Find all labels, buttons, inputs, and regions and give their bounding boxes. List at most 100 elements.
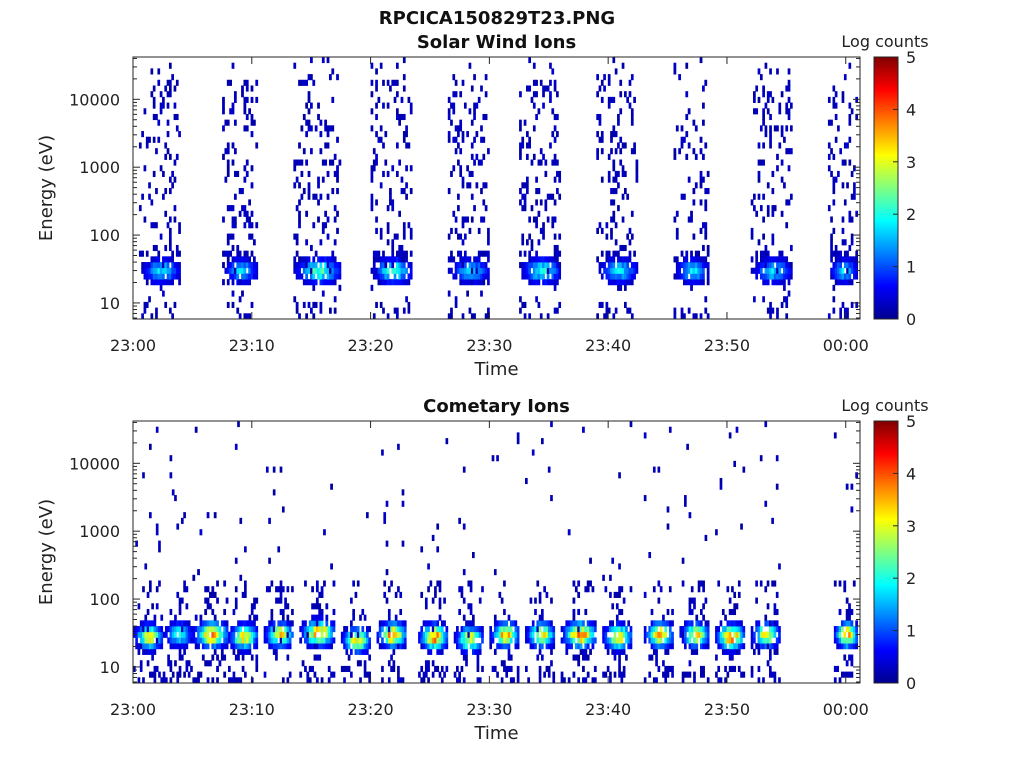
spectrogram-cell <box>407 307 411 314</box>
spectrogram-cell <box>773 205 777 212</box>
spectrogram-cell <box>206 512 210 519</box>
spectrogram-cell <box>250 273 254 280</box>
spectrogram-cell <box>755 262 759 269</box>
colorbar-tick-label: 1 <box>906 622 916 641</box>
spectrogram-cell <box>759 267 763 274</box>
spectrogram-cell <box>382 250 385 257</box>
spectrogram-cell <box>688 620 692 627</box>
spectrogram-cell <box>345 665 349 673</box>
spectrogram-cell <box>305 210 309 217</box>
spectrogram-cell <box>535 267 538 274</box>
spectrogram-cell <box>610 216 613 223</box>
spectrogram-cell <box>628 91 632 98</box>
spectrogram-cell <box>843 74 847 81</box>
spectrogram-cell <box>431 643 435 650</box>
spectrogram-cell <box>301 631 305 638</box>
spectrogram-cell <box>220 643 224 650</box>
spectrogram-cell <box>519 250 522 257</box>
spectrogram-cell <box>302 262 306 269</box>
spectrogram-cell <box>572 580 576 587</box>
spectrogram-cell <box>764 614 768 621</box>
spectrogram-cell <box>768 620 772 627</box>
spectrogram-cell <box>324 279 328 286</box>
spectrogram-cell <box>400 273 404 280</box>
spectrogram-cell <box>773 608 777 616</box>
spectrogram-cell <box>389 279 392 286</box>
spectrogram-cell <box>461 131 465 138</box>
spectrogram-cell <box>532 125 536 132</box>
spectrogram-cell <box>838 643 842 650</box>
spectrogram-cell <box>759 273 763 280</box>
spectrogram-cell <box>144 563 148 570</box>
spectrogram-cell <box>692 148 696 155</box>
spectrogram-cell <box>850 170 854 178</box>
spectrogram-cell <box>855 637 859 644</box>
spectrogram-cell <box>843 262 847 269</box>
spectrogram-cell <box>855 273 859 280</box>
spectrogram-cell <box>558 250 562 257</box>
spectrogram-cell <box>155 222 158 229</box>
spectrogram-cell <box>457 131 460 138</box>
spectrogram-cell <box>350 620 353 627</box>
spectrogram-cell <box>778 102 782 109</box>
spectrogram-cell <box>159 279 163 286</box>
spectrogram-cell <box>250 301 254 309</box>
spectrogram-cell <box>519 307 522 314</box>
spectrogram-cell <box>850 506 854 513</box>
spectrogram-cell <box>275 597 278 604</box>
spectrogram-cell <box>598 119 602 126</box>
spectrogram-cell <box>171 250 174 257</box>
spectrogram-cell <box>407 301 411 309</box>
spectrogram-cell <box>516 671 520 678</box>
spectrogram-cell <box>450 250 453 257</box>
spectrogram-cell <box>630 279 634 286</box>
spectrogram-cell <box>787 273 791 280</box>
spectrogram-cell <box>302 188 306 195</box>
spectrogram-cell <box>386 102 390 109</box>
spectrogram-cell <box>528 256 532 263</box>
spectrogram-cell <box>541 608 544 616</box>
spectrogram-cell <box>150 199 154 206</box>
spectrogram-cell <box>393 279 397 286</box>
spectrogram-cell <box>620 637 624 644</box>
figure-title: RPCICA150829T23.PNG <box>379 8 615 29</box>
spectrogram-cell <box>545 665 549 673</box>
spectrogram-cell <box>704 79 708 86</box>
spectrogram-cell <box>248 216 252 223</box>
spectrogram-cell <box>211 631 215 638</box>
spectrogram-cell <box>155 244 158 252</box>
spectrogram-cell <box>372 267 376 274</box>
spectrogram-cell <box>719 631 723 638</box>
spectrogram-cell <box>759 250 763 257</box>
spectrogram-cell <box>244 637 247 644</box>
spectrogram-cell <box>468 256 472 263</box>
spectrogram-cell <box>695 637 699 644</box>
spectrogram-cell <box>145 301 149 309</box>
spectrogram-cell <box>850 301 854 309</box>
spectrogram-cell <box>381 626 384 633</box>
spectrogram-cell <box>206 660 210 667</box>
spectrogram-cell <box>762 233 765 240</box>
spectrogram-cell <box>848 216 852 223</box>
spectrogram-cell <box>830 233 833 240</box>
panel-title: Solar Wind Ions <box>417 32 576 53</box>
colorbar-tick-label: 5 <box>906 48 916 67</box>
spectrogram-cell <box>750 233 754 240</box>
spectrogram-cell <box>769 68 772 75</box>
spectrogram-cell <box>171 74 174 81</box>
spectrogram-cell <box>512 631 515 638</box>
spectrogram-cell <box>319 267 323 274</box>
spectrogram-cell <box>197 626 200 633</box>
spectrogram-cell <box>546 216 550 223</box>
spectrogram-cell <box>757 267 761 274</box>
spectrogram-cell <box>158 626 161 633</box>
spectrogram-cell <box>537 279 541 286</box>
spectrogram-cell <box>460 665 464 673</box>
spectrogram-cell <box>850 608 854 616</box>
spectrogram-cell <box>466 279 469 286</box>
spectrogram-cell <box>535 216 538 223</box>
spectrogram-cell <box>391 199 395 206</box>
spectrogram-cell <box>787 148 791 155</box>
spectrogram-cell <box>773 279 777 286</box>
